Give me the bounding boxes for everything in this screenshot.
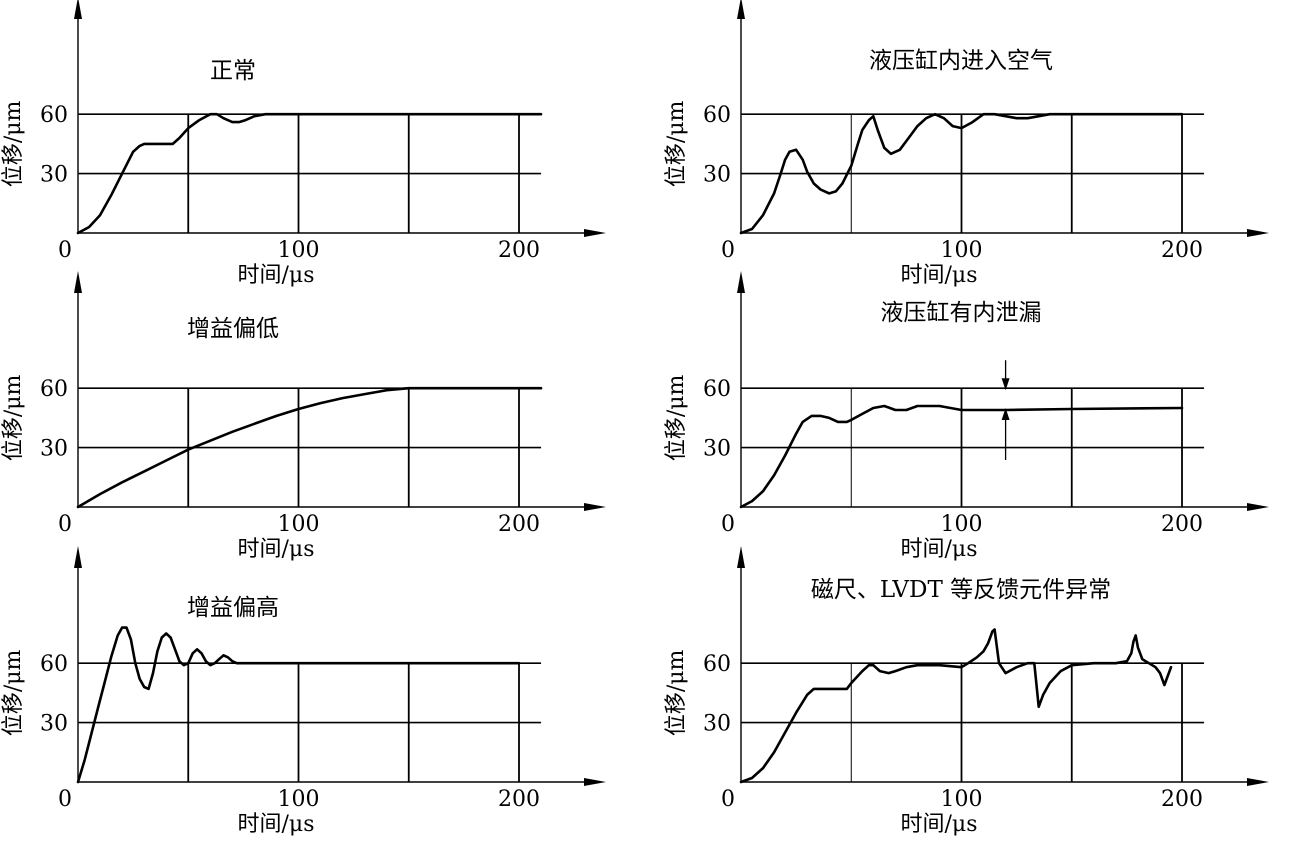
y-axis-label: 位移/μm: [664, 649, 689, 736]
x-axis-label: 时间/μs: [237, 812, 314, 837]
x-axis-arrow: [584, 778, 606, 786]
y-tick-label-60: 60: [40, 652, 68, 677]
y-tick-label-60: 60: [40, 377, 68, 402]
x-tick-label-0: 0: [58, 512, 72, 537]
y-tick-label-60: 60: [703, 103, 731, 128]
chart-title: 增益偏低: [187, 316, 279, 342]
chart-title: 磁尺、LVDT 等反馈元件异常: [811, 577, 1111, 603]
chart-panel-4: 0 100 200 30 60 时间/μs 位移/μm 液压缸有内泄漏: [664, 271, 1269, 562]
x-tick-label-200: 200: [1161, 512, 1203, 537]
x-axis-arrow: [1247, 778, 1269, 786]
x-tick-label-0: 0: [721, 238, 735, 263]
chart-panel-1: 0 100 200 30 60 时间/μs 位移/μm 正常: [1, 0, 606, 288]
series-line-1: [76, 112, 543, 235]
x-tick-label-200: 200: [498, 238, 540, 263]
y-axis-arrow: [74, 271, 82, 293]
y-tick-label-30: 30: [40, 163, 68, 188]
x-tick-label-100: 100: [941, 787, 983, 812]
x-tick-label-100: 100: [278, 512, 320, 537]
x-tick-label-100: 100: [278, 238, 320, 263]
x-axis-arrow: [1247, 503, 1269, 511]
chart-panel-5: 0 100 200 30 60 时间/μs 位移/μm 增益偏高: [1, 546, 606, 837]
x-tick-label-0: 0: [58, 238, 72, 263]
y-tick-label-30: 30: [703, 163, 731, 188]
x-tick-label-0: 0: [721, 787, 735, 812]
y-tick-label-30: 30: [703, 712, 731, 737]
y-axis-label: 位移/μm: [1, 374, 26, 461]
x-axis-label: 时间/μs: [237, 537, 314, 562]
y-axis-arrow: [737, 271, 745, 293]
x-tick-label-200: 200: [1161, 238, 1203, 263]
y-axis-arrow: [737, 546, 745, 568]
y-tick-label-30: 30: [40, 437, 68, 462]
y-axis-label: 位移/μm: [664, 100, 689, 187]
y-axis-arrow: [737, 0, 745, 19]
y-axis-arrow: [74, 0, 82, 19]
panels: 0 100 200 30 60 时间/μs 位移/μm 正常 0 100 200 30 60 时间/μs 位…: [1, 0, 1269, 837]
y-axis-arrow: [74, 546, 82, 568]
chart-panel-3: 0 100 200 30 60 时间/μs 位移/μm 增益偏低: [1, 271, 606, 562]
annotation-arrowhead-top: [1001, 378, 1010, 391]
y-axis-label: 位移/μm: [1, 649, 26, 736]
x-tick-label-200: 200: [1161, 787, 1203, 812]
series-line-1: [739, 404, 1184, 509]
y-tick-label-30: 30: [703, 437, 731, 462]
series-line-1: [739, 628, 1173, 784]
x-tick-label-200: 200: [498, 787, 540, 812]
x-tick-label-100: 100: [941, 238, 983, 263]
x-tick-label-100: 100: [941, 512, 983, 537]
annotation-arrowhead-bottom: [1001, 407, 1010, 420]
chart-panel-6: 0 100 200 30 60 时间/μs 位移/μm 磁尺、LVDT 等反馈元件异常: [664, 546, 1269, 837]
series-line-1: [739, 112, 1184, 235]
y-tick-label-30: 30: [40, 712, 68, 737]
y-tick-label-60: 60: [40, 103, 68, 128]
x-tick-label-0: 0: [58, 787, 72, 812]
series-line-1: [76, 386, 543, 509]
y-axis-label: 位移/μm: [664, 374, 689, 461]
chart-title: 液压缸有内泄漏: [881, 300, 1042, 326]
y-tick-label-60: 60: [703, 652, 731, 677]
x-tick-label-100: 100: [278, 787, 320, 812]
x-axis-label: 时间/μs: [900, 263, 977, 288]
chart-title: 液压缸内进入空气: [869, 48, 1053, 74]
x-tick-label-200: 200: [498, 512, 540, 537]
series-line-1: [76, 626, 521, 784]
x-tick-label-0: 0: [721, 512, 735, 537]
chart-title: 正常: [210, 58, 256, 84]
y-tick-label-60: 60: [703, 377, 731, 402]
x-axis-label: 时间/μs: [237, 263, 314, 288]
chart-panel-2: 0 100 200 30 60 时间/μs 位移/μm 液压缸内进入空气: [664, 0, 1269, 288]
x-axis-label: 时间/μs: [900, 537, 977, 562]
chart-title: 增益偏高: [187, 595, 279, 621]
x-axis-arrow: [1247, 229, 1269, 237]
y-axis-label: 位移/μm: [1, 100, 26, 187]
x-axis-arrow: [584, 503, 606, 511]
x-axis-arrow: [584, 229, 606, 237]
x-axis-label: 时间/μs: [900, 812, 977, 837]
